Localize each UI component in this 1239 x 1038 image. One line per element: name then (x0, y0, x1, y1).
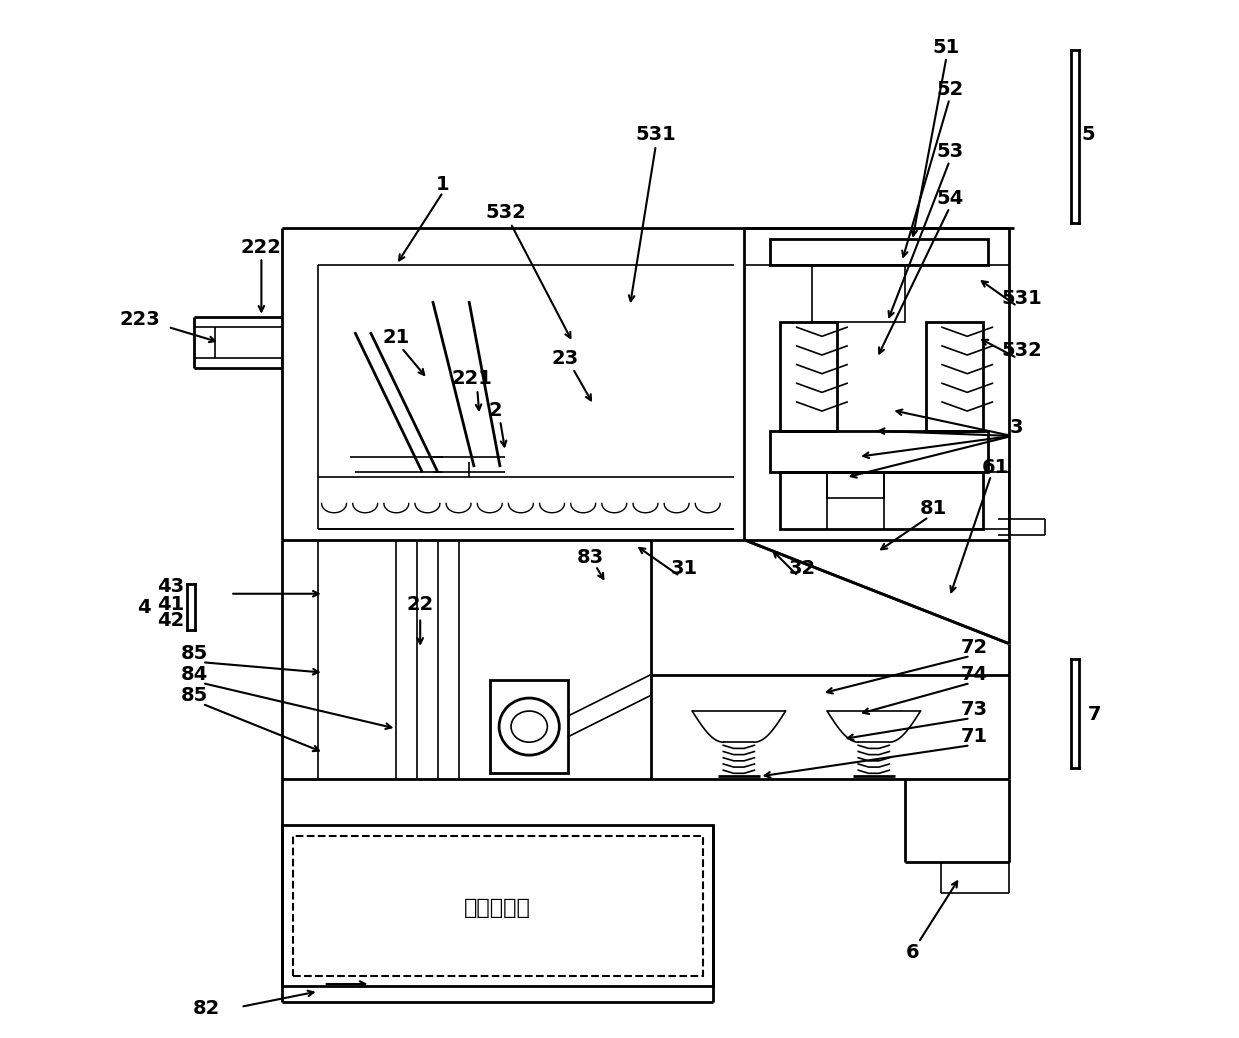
Text: 31: 31 (670, 559, 698, 578)
Text: 23: 23 (551, 349, 579, 367)
Text: 3: 3 (1010, 418, 1022, 437)
Text: 43: 43 (157, 577, 185, 596)
Text: 4: 4 (138, 598, 151, 617)
Bar (489, 680, 567, 773)
Ellipse shape (499, 698, 559, 756)
Text: 61: 61 (981, 458, 1009, 476)
Text: 532: 532 (484, 203, 525, 222)
Ellipse shape (510, 711, 548, 742)
Text: 223: 223 (120, 310, 160, 329)
Text: 控制电柜箱: 控制电柜箱 (463, 898, 530, 919)
Text: 1: 1 (436, 175, 450, 194)
Bar (769, 239, 987, 265)
Bar (282, 825, 712, 986)
Text: 5: 5 (1082, 126, 1095, 144)
Text: 52: 52 (935, 80, 963, 99)
Text: 85: 85 (181, 686, 208, 705)
Text: 222: 222 (240, 238, 281, 256)
Text: 51: 51 (933, 38, 960, 57)
Text: 2: 2 (488, 401, 502, 419)
Text: 82: 82 (193, 1000, 221, 1018)
Text: 81: 81 (919, 499, 947, 518)
Text: 531: 531 (1002, 290, 1043, 308)
Bar (781, 322, 838, 431)
Text: 42: 42 (157, 611, 185, 630)
Text: 6: 6 (906, 944, 919, 962)
Text: 71: 71 (961, 728, 987, 746)
Text: 83: 83 (577, 548, 603, 567)
Bar (828, 472, 885, 498)
Text: 85: 85 (181, 645, 208, 663)
Text: 21: 21 (383, 328, 410, 347)
Text: 22: 22 (406, 595, 434, 613)
Text: 531: 531 (636, 126, 676, 144)
Text: 532: 532 (1002, 342, 1043, 360)
Bar (812, 265, 904, 322)
Bar (292, 836, 703, 976)
Bar (769, 431, 987, 472)
Text: 53: 53 (935, 142, 963, 161)
Text: 54: 54 (935, 189, 963, 208)
Bar (926, 322, 983, 431)
Text: 72: 72 (961, 638, 987, 657)
Text: 7: 7 (1088, 705, 1101, 723)
Text: 73: 73 (961, 701, 987, 719)
Text: 221: 221 (452, 370, 493, 388)
Text: 74: 74 (961, 665, 987, 684)
Text: 41: 41 (157, 595, 185, 613)
Text: 32: 32 (789, 559, 815, 578)
Text: 84: 84 (181, 665, 208, 684)
Bar (781, 472, 983, 529)
